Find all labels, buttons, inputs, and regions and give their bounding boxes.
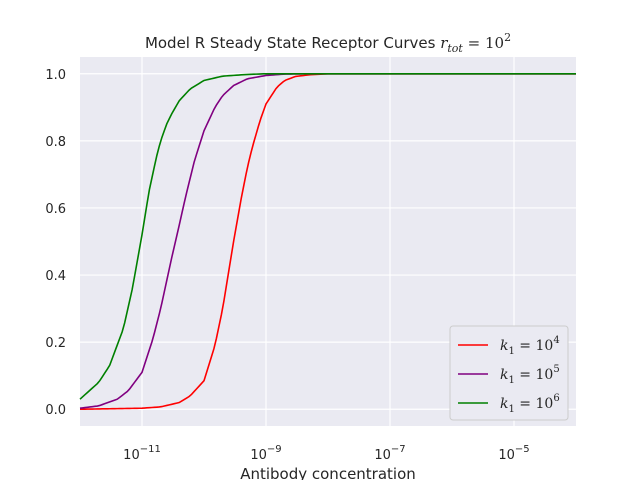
- legend-box: [449, 325, 569, 421]
- x-tick-label: 10−5: [498, 444, 529, 463]
- y-axis-ticks: 0.0 0.2 0.4 0.6 0.8 1.0: [45, 68, 66, 418]
- legend-label-3: k1 = 106: [500, 393, 560, 415]
- x-tick-label: 10−7: [374, 444, 405, 463]
- x-axis-ticks: 10−11 10−9 10−7 10−5: [123, 444, 529, 463]
- legend-label-1: k1 = 104: [500, 335, 560, 357]
- y-tick-label: 0.8: [45, 135, 66, 150]
- legend-label-2: k1 = 105: [500, 364, 560, 386]
- x-tick-label: 10−9: [250, 444, 281, 463]
- x-axis-label: Antibody concentration: [240, 465, 416, 480]
- y-tick-label: 0.6: [45, 202, 66, 217]
- y-tick-label: 0.2: [45, 336, 66, 351]
- chart-title: Model R Steady State Receptor Curves rto…: [145, 31, 511, 55]
- y-tick-label: 1.0: [45, 68, 66, 83]
- legend: k1 = 104 k1 = 105 k1 = 106: [449, 325, 569, 421]
- y-tick-label: 0.0: [45, 403, 66, 418]
- series-lines: [79, 72, 576, 411]
- y-tick-label: 0.4: [45, 269, 66, 284]
- series-line-3: [79, 72, 576, 400]
- x-tick-label: 10−11: [123, 444, 161, 463]
